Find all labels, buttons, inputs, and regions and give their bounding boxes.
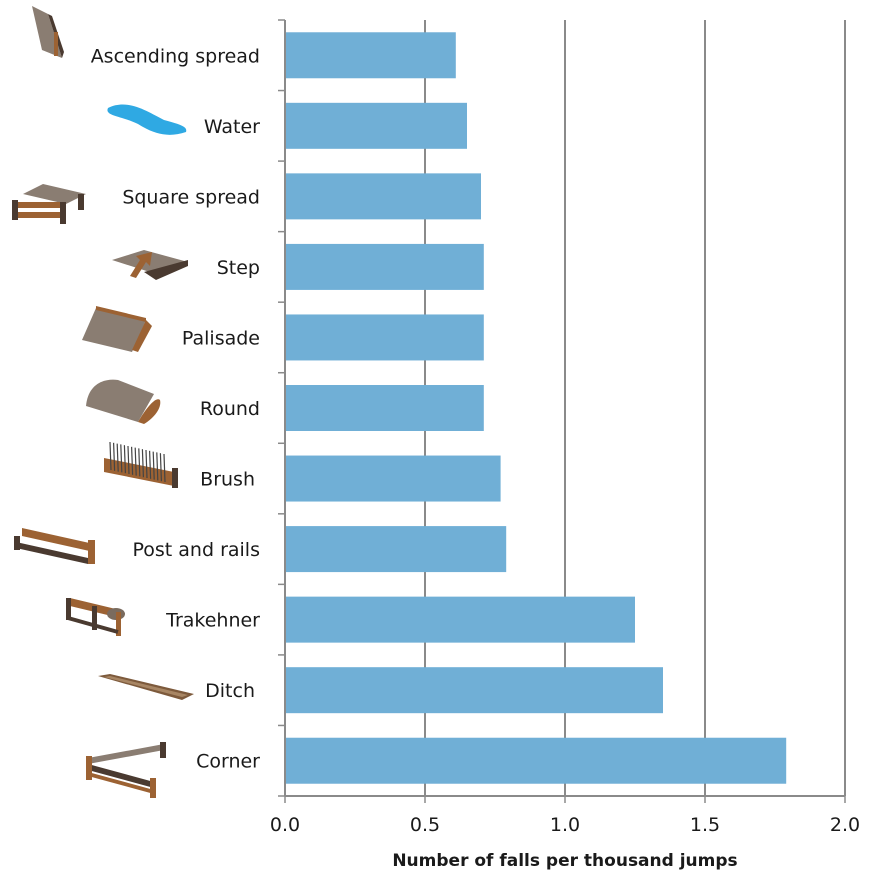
square-spread-icon bbox=[12, 184, 86, 224]
bar bbox=[285, 32, 456, 79]
bar bbox=[285, 314, 484, 361]
bar bbox=[285, 102, 467, 149]
x-tick-labels: 0.0 0.5 1.0 1.5 2.0 bbox=[270, 814, 860, 836]
category-label: Brush bbox=[200, 469, 255, 491]
bar bbox=[285, 385, 484, 431]
round-icon bbox=[86, 379, 161, 424]
x-tick-label: 1.0 bbox=[550, 814, 580, 836]
water-icon bbox=[107, 104, 187, 135]
bar bbox=[285, 173, 481, 220]
bars bbox=[285, 32, 787, 784]
corner-icon bbox=[86, 742, 166, 798]
category-label: Square spread bbox=[122, 186, 260, 208]
bar bbox=[285, 596, 635, 643]
ascending-spread-icon bbox=[32, 6, 64, 58]
category-label: Trakehner bbox=[165, 610, 260, 632]
ditch-icon bbox=[98, 674, 194, 700]
x-tick-label: 0.0 bbox=[270, 814, 300, 836]
category-label: Ditch bbox=[205, 680, 255, 702]
axes bbox=[278, 19, 846, 803]
category-label: Round bbox=[200, 398, 260, 420]
palisade-icon bbox=[82, 306, 152, 352]
x-tick-label: 2.0 bbox=[830, 814, 860, 836]
bar bbox=[285, 526, 507, 573]
category-labels: Ascending spread Water Square spread Step Pa… bbox=[91, 45, 260, 772]
fence-icons bbox=[12, 6, 194, 798]
category-label: Corner bbox=[196, 751, 260, 773]
category-label: Palisade bbox=[182, 327, 260, 349]
step-icon bbox=[112, 250, 188, 280]
bar bbox=[285, 737, 787, 784]
brush-icon bbox=[104, 441, 178, 488]
bar bbox=[285, 243, 484, 290]
x-tick-label: 0.5 bbox=[410, 814, 440, 836]
bar bbox=[285, 455, 501, 502]
category-label: Post and rails bbox=[133, 539, 261, 561]
post-and-rails-icon bbox=[14, 528, 95, 564]
category-label: Ascending spread bbox=[91, 45, 260, 67]
bar bbox=[285, 667, 663, 714]
x-axis-title: Number of falls per thousand jumps bbox=[392, 851, 737, 871]
trakehner-icon bbox=[66, 598, 125, 636]
category-label: Step bbox=[217, 257, 260, 279]
category-label: Water bbox=[204, 116, 260, 138]
x-tick-label: 1.5 bbox=[690, 814, 720, 836]
